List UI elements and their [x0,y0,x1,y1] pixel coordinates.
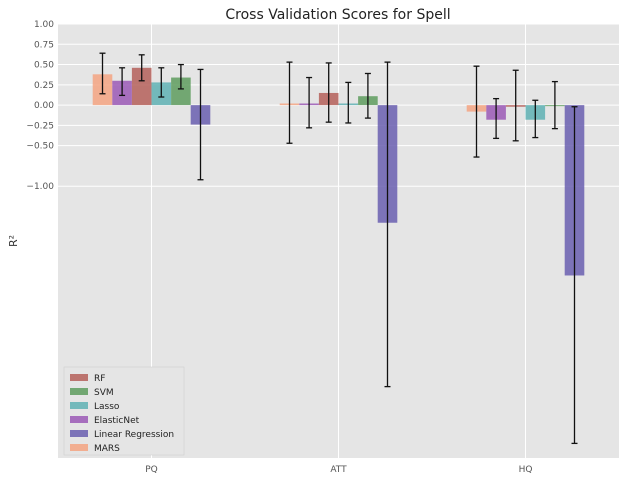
legend-swatch [70,388,88,395]
x-tick-labels: PQ ATT HQ [145,465,532,475]
error-bar [384,61,391,388]
y-tick-label: 0.25 [34,81,54,91]
x-tick-label: PQ [145,465,158,475]
error-bar [99,52,106,95]
error-bar [138,54,145,82]
error-bar [512,69,519,142]
error-bar [532,99,539,139]
legend-swatch [70,444,88,451]
legend-label: RF [94,374,105,384]
y-axis-label: R² [7,235,20,247]
error-bar [493,97,500,140]
error-bar [306,76,313,129]
y-tick-label: −1.00 [26,182,54,192]
y-tick-labels: 1.00 0.75 0.50 0.25 0.00 −0.25 −0.50 −1.00 [26,20,54,192]
legend-label: Linear Regression [94,430,174,440]
legend-swatch [70,402,88,409]
legend-label: SVM [94,388,114,398]
legend: RF SVM Lasso ElasticNet Linear Regression MAR… [63,366,185,456]
bar [171,77,191,106]
error-bar [119,67,126,97]
y-tick-label: 0.50 [34,61,54,71]
bar [131,67,152,106]
legend-label: ElasticNet [94,416,140,426]
error-bar [177,63,184,90]
legend-label: MARS [94,444,120,454]
y-tick-label: 1.00 [34,20,54,30]
legend-label: Lasso [94,402,120,412]
y-tick-label: −0.50 [26,142,54,152]
chart-title: Cross Validation Scores for Spell [225,7,450,23]
error-bar [197,68,204,181]
y-tick-label: −0.25 [26,121,54,131]
y-tick-label: 0.00 [34,101,54,111]
error-bar [473,65,480,158]
legend-swatch [70,416,88,423]
error-bar [551,80,558,130]
error-bar [571,106,578,445]
error-bar [325,62,332,123]
legend-frame [63,366,185,456]
x-tick-label: HQ [519,465,533,475]
error-bar [158,67,165,98]
error-bar [364,72,371,119]
error-bars-group [99,52,578,445]
legend-swatch [70,430,88,437]
error-bar [345,81,352,124]
legend-swatch [70,374,88,381]
y-tick-label: 0.75 [34,40,54,50]
x-tick-label: ATT [330,465,347,475]
error-bar [286,61,293,144]
